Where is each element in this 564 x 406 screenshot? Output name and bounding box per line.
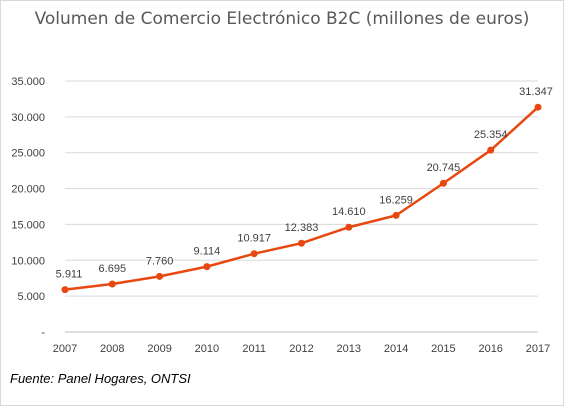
- data-label: 6.695: [99, 263, 127, 275]
- x-tick-label: 2017: [526, 343, 550, 355]
- x-tick-label: 2007: [53, 343, 77, 355]
- data-point: [487, 146, 495, 154]
- data-point: [61, 286, 69, 294]
- data-label: 16.259: [379, 194, 413, 206]
- x-tick-label: 2013: [337, 343, 361, 355]
- y-tick-label: 15.000: [11, 219, 45, 231]
- x-tick-label: 2008: [100, 343, 124, 355]
- y-tick-label: 35.000: [11, 76, 45, 88]
- series-line: [64, 106, 539, 291]
- data-point: [250, 250, 258, 258]
- data-label: 14.610: [332, 206, 366, 218]
- y-tick-label: -: [41, 327, 45, 339]
- data-label: 10.917: [237, 233, 271, 245]
- data-label: 31.347: [519, 86, 553, 98]
- source-note: Fuente: Panel Hogares, ONTSI: [10, 371, 191, 386]
- data-point: [203, 263, 211, 271]
- x-tick-label: 2016: [478, 343, 502, 355]
- data-labels: 5.911 6.695 7.760 9.114 10.917 12.383 14.610 16…: [56, 86, 553, 280]
- data-point: [392, 211, 400, 219]
- data-point: [156, 272, 164, 280]
- data-label: 7.760: [146, 255, 174, 267]
- data-label: 12.383: [285, 222, 319, 234]
- data-point: [345, 223, 353, 231]
- x-tick-label: 2012: [289, 343, 313, 355]
- y-tick-label: 20.000: [11, 184, 45, 196]
- data-label: 25.354: [474, 129, 508, 141]
- y-tick-label: 10.000: [11, 255, 45, 267]
- x-tick-label: 2011: [242, 343, 266, 355]
- x-tick-label: 2014: [384, 343, 408, 355]
- y-tick-label: 30.000: [11, 112, 45, 124]
- x-tick-label: 2009: [147, 343, 171, 355]
- data-label: 9.114: [194, 246, 221, 258]
- data-point: [298, 239, 305, 247]
- y-tick-label: 25.000: [11, 148, 45, 160]
- data-label: 5.911: [56, 269, 83, 281]
- data-point: [108, 280, 116, 288]
- data-points: [61, 103, 542, 294]
- chart-title: Volumen de Comercio Electrónico B2C (mil…: [34, 9, 530, 29]
- x-tick-label: 2010: [195, 343, 219, 355]
- data-point: [534, 103, 542, 111]
- x-axis-ticks: 2007 2008 2009 2010 2011 2012 2013 2014 2015 2016…: [53, 343, 550, 355]
- y-tick-label: 5.000: [17, 291, 45, 303]
- gridlines: [65, 80, 538, 297]
- data-label: 20.745: [427, 162, 461, 174]
- y-axis-ticks: - 5.000 10.000 15.000 20.000 25.000 30.000 35.0…: [11, 76, 45, 339]
- data-point: [439, 179, 447, 187]
- x-tick-label: 2015: [431, 343, 455, 355]
